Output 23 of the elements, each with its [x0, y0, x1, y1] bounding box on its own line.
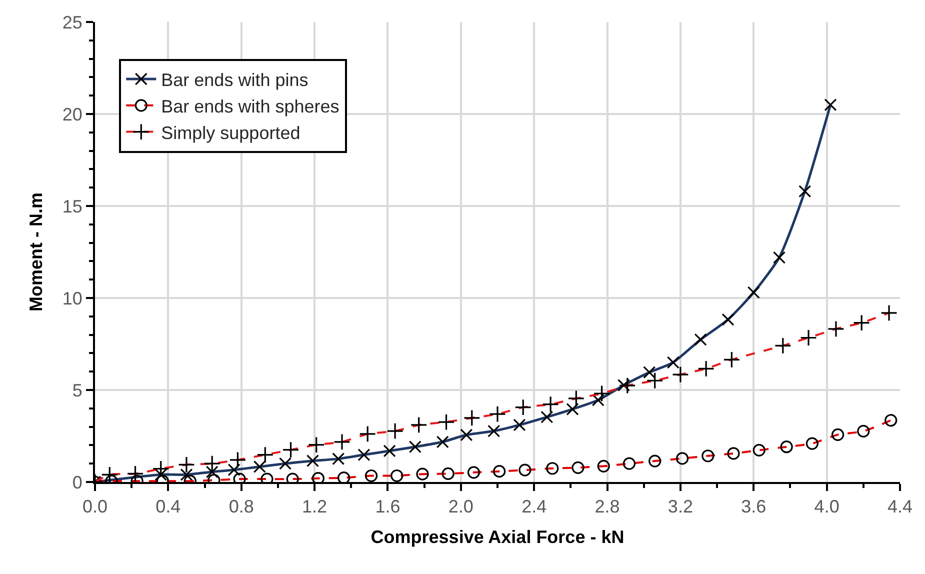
legend-label: Simply supported — [161, 122, 300, 143]
y-tick-label: 15 — [62, 196, 82, 216]
y-tick-label: 0 — [72, 472, 82, 492]
x-tick-label: 0.8 — [228, 496, 254, 517]
legend-label: Bar ends with pins — [161, 70, 308, 90]
x-tick-label: 3.6 — [741, 496, 766, 517]
x-axis-title: Compressive Axial Force - kN — [370, 527, 624, 548]
y-axis-title: Moment - N.m — [26, 192, 46, 312]
x-tick-label: 3.2 — [668, 496, 693, 517]
x-tick-label: 0.4 — [156, 496, 181, 517]
x-tick-label: 0.0 — [82, 496, 108, 517]
legend-label: Bar ends with spheres — [161, 96, 340, 116]
y-tick-label: 10 — [62, 288, 82, 308]
x-tick-label: 4.4 — [887, 496, 913, 517]
x-tick-label: 1.6 — [375, 496, 400, 517]
y-tick-label: 25 — [62, 12, 82, 32]
x-tick-label: 2.4 — [522, 496, 547, 517]
x-tick-label: 4.0 — [814, 496, 840, 517]
y-tick-label: 5 — [72, 380, 82, 400]
x-tick-label: 1.2 — [302, 496, 328, 517]
x-tick-label: 2.8 — [594, 496, 620, 517]
y-tick-label: 20 — [62, 104, 82, 124]
x-tick-label: 2.0 — [448, 496, 474, 517]
